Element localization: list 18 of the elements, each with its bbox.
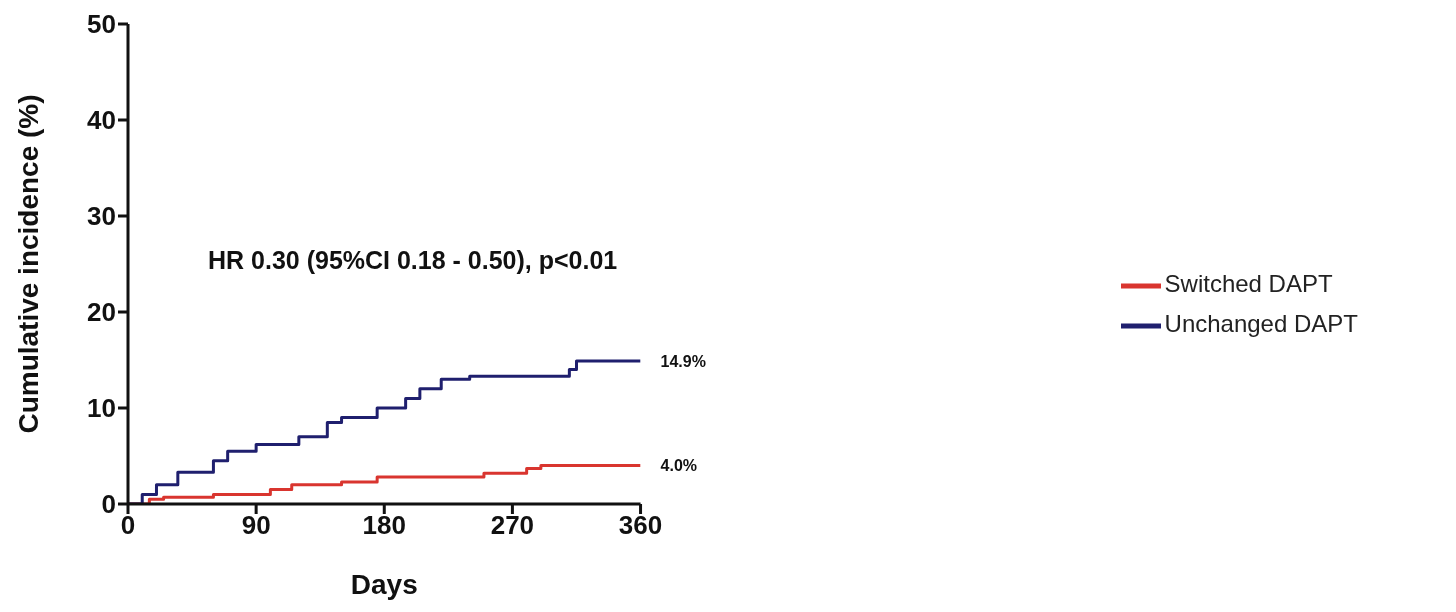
legend-label: Unchanged DAPT [1164, 310, 1358, 338]
annotation: HR 0.30 (95%CI 0.18 - 0.50), p<0.01 [208, 246, 618, 275]
annotation: 14.9% [660, 352, 706, 370]
x-tick-label: 90 [241, 510, 271, 541]
y-tick-label: 0 [101, 489, 116, 520]
x-tick-label: 0 [120, 510, 136, 541]
y-tick-label: 40 [87, 105, 116, 136]
y-tick-label: 10 [87, 393, 116, 424]
x-axis-title: Days [350, 569, 418, 600]
y-tick-label: 30 [87, 201, 116, 232]
legend-label: Switched DAPT [1164, 270, 1333, 298]
x-tick-label: 360 [618, 510, 663, 541]
annotation: 4.0% [660, 457, 698, 475]
y-tick-label: 20 [87, 297, 116, 328]
x-tick-label: 270 [490, 510, 535, 541]
x-tick-label: 180 [362, 510, 406, 541]
y-tick-label: 50 [87, 9, 116, 40]
y-axis-title: Cumulative incidence (%) [12, 94, 44, 434]
